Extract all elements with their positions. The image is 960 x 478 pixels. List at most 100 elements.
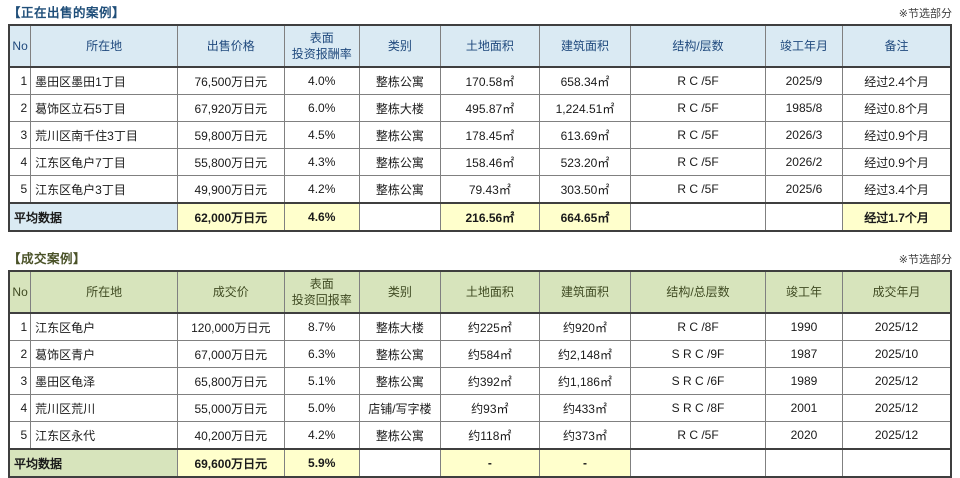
average-cell bbox=[630, 448, 766, 478]
cell: 1987 bbox=[764, 340, 844, 368]
cell: 178.45㎡ bbox=[439, 121, 540, 149]
cell: R C /5F bbox=[630, 148, 766, 176]
cell: 约584㎡ bbox=[439, 340, 540, 368]
data-row: 3 墨田区龟泽 65,800万日元 5.1% 整栋公寓 约392㎡ 约1,186㎡ S R C… bbox=[8, 367, 952, 395]
cell: 整栋公寓 bbox=[358, 175, 441, 204]
cell: 整栋大楼 bbox=[358, 312, 441, 341]
cell: 5.1% bbox=[283, 367, 360, 395]
cell: 1990 bbox=[764, 312, 844, 341]
cell: 2 bbox=[8, 94, 32, 122]
average-cell bbox=[358, 202, 441, 232]
cell: 2001 bbox=[764, 394, 844, 422]
selling-title: 【正在出售的案例】 bbox=[8, 6, 126, 20]
cell: R C /5F bbox=[630, 94, 766, 122]
header-row: No 所在地 出售价格 表面 投资报酬率 类别 土地面积 建筑面积 结构/层数 竣工年月 备注 bbox=[8, 24, 952, 68]
cell: 523.20㎡ bbox=[538, 148, 632, 176]
cell: S R C /8F bbox=[630, 394, 766, 422]
average-row: 平均数据 62,000万日元 4.6% 216.56㎡ 664.65㎡ 经过1.7个月 bbox=[8, 202, 952, 232]
data-row: 1 墨田区墨田1丁目 76,500万日元 4.0% 整栋公寓 170.58㎡ 658.34㎡… bbox=[8, 66, 952, 95]
cell: 495.87㎡ bbox=[439, 94, 540, 122]
cell: 4 bbox=[8, 394, 32, 422]
average-label: 平均数据 bbox=[8, 202, 179, 232]
cell: R C /5F bbox=[630, 121, 766, 149]
cell: 1 bbox=[8, 312, 32, 341]
cell: 约2,148㎡ bbox=[538, 340, 632, 368]
cell: 1,224.51㎡ bbox=[538, 94, 632, 122]
selling-section: 【正在出售的案例】 ※节选部分 No 所在地 出售价格 表面 投资报酬率 类别 土地面积建… bbox=[8, 5, 952, 232]
selling-excerpt-note: ※节选部分 bbox=[898, 8, 952, 20]
cell: 约433㎡ bbox=[538, 394, 632, 422]
selling-table: No 所在地 出售价格 表面 投资报酬率 类别 土地面积 建筑面积 结构/层数 竣工年月 备注 1 墨… bbox=[8, 24, 952, 232]
column-header: 土地面积 bbox=[439, 270, 540, 314]
cell: 79.43㎡ bbox=[439, 175, 540, 204]
column-header: 成交价 bbox=[177, 270, 285, 314]
column-header: 表面 投资回报率 bbox=[283, 270, 360, 314]
cell: 5.0% bbox=[283, 394, 360, 422]
column-header: 结构/总层数 bbox=[630, 270, 766, 314]
cell: 2026/2 bbox=[764, 148, 844, 176]
cell: 4 bbox=[8, 148, 32, 176]
cell: 67,000万日元 bbox=[177, 340, 285, 368]
column-header: 表面 投资报酬率 bbox=[283, 24, 360, 68]
cell: S R C /6F bbox=[630, 367, 766, 395]
average-cell bbox=[764, 202, 844, 232]
cell: 约920㎡ bbox=[538, 312, 632, 341]
cell: 2020 bbox=[764, 421, 844, 450]
average-label: 平均数据 bbox=[8, 448, 179, 478]
cell: 经过0.9个月 bbox=[842, 148, 952, 176]
cell: S R C /9F bbox=[630, 340, 766, 368]
spreadsheet-view: 【正在出售的案例】 ※节选部分 No 所在地 出售价格 表面 投资报酬率 类别 土地面积建… bbox=[8, 5, 952, 478]
cell: 65,800万日元 bbox=[177, 367, 285, 395]
data-row: 4 荒川区荒川 55,000万日元 5.0% 店铺/写字楼 约93㎡ 约433㎡ S R C … bbox=[8, 394, 952, 422]
cell: 墨田区墨田1丁目 bbox=[30, 66, 179, 95]
average-cell: 经过1.7个月 bbox=[842, 202, 952, 232]
cell: 约93㎡ bbox=[439, 394, 540, 422]
cell: R C /5F bbox=[630, 175, 766, 204]
cell: 约118㎡ bbox=[439, 421, 540, 450]
cell: 江东区永代 bbox=[30, 421, 179, 450]
data-row: 5 江东区龟户3丁目 49,900万日元 4.2% 整栋公寓 79.43㎡ 303.50㎡ R… bbox=[8, 175, 952, 204]
average-cell: 216.56㎡ bbox=[439, 202, 540, 232]
cell: 67,920万日元 bbox=[177, 94, 285, 122]
cell: 55,000万日元 bbox=[177, 394, 285, 422]
cell: 荒川区荒川 bbox=[30, 394, 179, 422]
cell: 整栋大楼 bbox=[358, 94, 441, 122]
cell: R C /5F bbox=[630, 421, 766, 450]
cell: 整栋公寓 bbox=[358, 121, 441, 149]
data-row: 4 江东区龟户7丁目 55,800万日元 4.3% 整栋公寓 158.46㎡ 523.20㎡… bbox=[8, 148, 952, 176]
cell: 658.34㎡ bbox=[538, 66, 632, 95]
cell: 约1,186㎡ bbox=[538, 367, 632, 395]
average-cell: 62,000万日元 bbox=[177, 202, 285, 232]
deals-section: 【成交案例】 ※节选部分 No 所在地 成交价 表面 投资回报率 类别 土地面积 建筑面积结… bbox=[8, 251, 952, 478]
cell: 4.3% bbox=[283, 148, 360, 176]
cell: 8.7% bbox=[283, 312, 360, 341]
data-row: 2 葛饰区立石5丁目 67,920万日元 6.0% 整栋大楼 495.87㎡ 1,224.5… bbox=[8, 94, 952, 122]
average-cell bbox=[358, 448, 441, 478]
cell: 59,800万日元 bbox=[177, 121, 285, 149]
data-row: 2 葛饰区青户 67,000万日元 6.3% 整栋公寓 约584㎡ 约2,148㎡ S R C… bbox=[8, 340, 952, 368]
column-header: 备注 bbox=[842, 24, 952, 68]
cell: 江东区龟户7丁目 bbox=[30, 148, 179, 176]
cell: 2025/12 bbox=[842, 367, 952, 395]
cell: 3 bbox=[8, 367, 32, 395]
cell: 葛饰区立石5丁目 bbox=[30, 94, 179, 122]
column-header: 建筑面积 bbox=[538, 270, 632, 314]
cell: 613.69㎡ bbox=[538, 121, 632, 149]
cell: 6.0% bbox=[283, 94, 360, 122]
cell: 2025/9 bbox=[764, 66, 844, 95]
cell: 55,800万日元 bbox=[177, 148, 285, 176]
column-header: No bbox=[8, 270, 32, 314]
cell: 经过2.4个月 bbox=[842, 66, 952, 95]
cell: 49,900万日元 bbox=[177, 175, 285, 204]
cell: 2025/6 bbox=[764, 175, 844, 204]
data-row: 3 荒川区南千住3丁目 59,800万日元 4.5% 整栋公寓 178.45㎡ 613.69… bbox=[8, 121, 952, 149]
cell: 整栋公寓 bbox=[358, 66, 441, 95]
average-cell bbox=[842, 448, 952, 478]
cell: 荒川区南千住3丁目 bbox=[30, 121, 179, 149]
average-cell: 5.9% bbox=[283, 448, 360, 478]
cell: R C /5F bbox=[630, 66, 766, 95]
average-cell bbox=[630, 202, 766, 232]
column-header: 建筑面积 bbox=[538, 24, 632, 68]
cell: 2026/3 bbox=[764, 121, 844, 149]
cell: 整栋公寓 bbox=[358, 421, 441, 450]
